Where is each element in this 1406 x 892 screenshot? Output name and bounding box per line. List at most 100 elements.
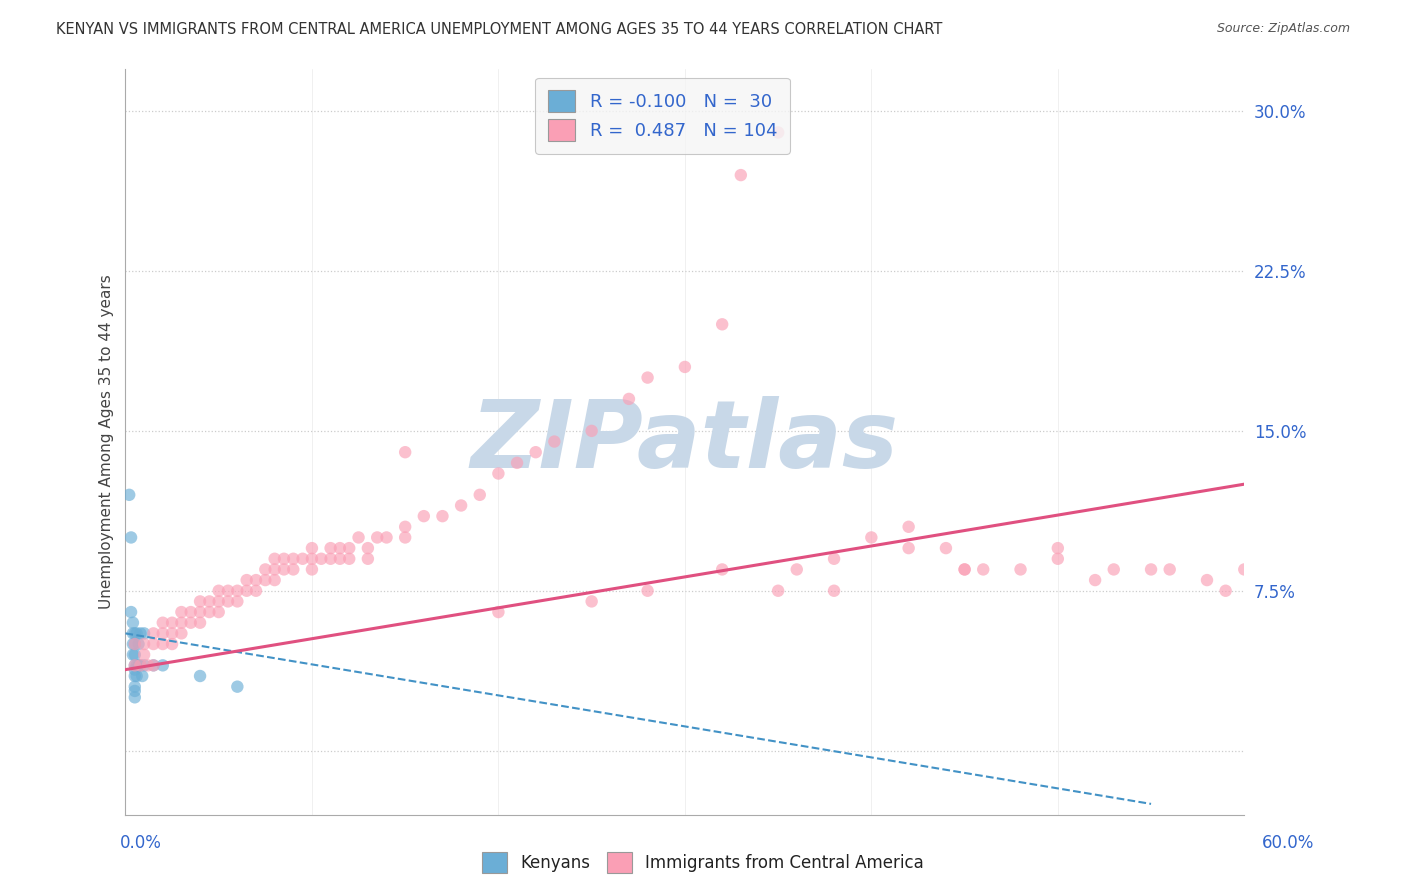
Text: 0.0%: 0.0% xyxy=(120,834,162,852)
Point xyxy=(486,467,509,481)
Point xyxy=(486,605,509,619)
Point xyxy=(301,551,323,566)
Point xyxy=(188,669,211,683)
Point xyxy=(357,541,380,555)
Point xyxy=(152,626,174,640)
Point xyxy=(766,126,789,140)
Point xyxy=(124,669,146,683)
Point xyxy=(581,594,603,608)
Point xyxy=(1010,562,1032,576)
Point xyxy=(226,583,249,598)
Point xyxy=(263,573,285,587)
Point xyxy=(283,551,305,566)
Point xyxy=(134,626,156,640)
Point xyxy=(124,680,146,694)
Point xyxy=(142,626,165,640)
Point xyxy=(142,658,165,673)
Point xyxy=(152,637,174,651)
Point xyxy=(394,520,416,534)
Point xyxy=(124,690,146,705)
Point xyxy=(134,648,156,662)
Text: Source: ZipAtlas.com: Source: ZipAtlas.com xyxy=(1216,22,1350,36)
Point xyxy=(357,551,380,566)
Point xyxy=(273,551,295,566)
Point xyxy=(273,562,295,576)
Point xyxy=(125,658,148,673)
Point xyxy=(170,615,193,630)
Point xyxy=(124,663,146,677)
Point xyxy=(124,626,146,640)
Point xyxy=(142,637,165,651)
Point xyxy=(120,531,142,545)
Legend: R = -0.100   N =  30, R =  0.487   N = 104: R = -0.100 N = 30, R = 0.487 N = 104 xyxy=(536,78,790,154)
Point xyxy=(935,541,957,555)
Point xyxy=(711,562,734,576)
Point xyxy=(301,541,323,555)
Point xyxy=(432,509,454,524)
Point xyxy=(1140,562,1163,576)
Point xyxy=(180,615,202,630)
Point xyxy=(1102,562,1125,576)
Point xyxy=(766,583,789,598)
Point xyxy=(131,669,153,683)
Point xyxy=(124,658,146,673)
Point xyxy=(245,573,267,587)
Point xyxy=(226,680,249,694)
Point xyxy=(198,594,221,608)
Point xyxy=(860,531,883,545)
Point xyxy=(208,605,231,619)
Point xyxy=(198,605,221,619)
Point xyxy=(122,615,145,630)
Point xyxy=(506,456,529,470)
Point xyxy=(291,551,314,566)
Point xyxy=(254,573,277,587)
Point xyxy=(122,648,145,662)
Point xyxy=(254,562,277,576)
Point xyxy=(366,531,388,545)
Point xyxy=(124,684,146,698)
Point xyxy=(180,605,202,619)
Point xyxy=(136,658,159,673)
Point xyxy=(1195,573,1218,587)
Point xyxy=(524,445,547,459)
Point xyxy=(1046,551,1069,566)
Y-axis label: Unemployment Among Ages 35 to 44 years: Unemployment Among Ages 35 to 44 years xyxy=(100,274,114,609)
Point xyxy=(245,583,267,598)
Point xyxy=(823,583,845,598)
Point xyxy=(412,509,434,524)
Point xyxy=(208,583,231,598)
Point xyxy=(319,551,342,566)
Point xyxy=(124,658,146,673)
Point xyxy=(823,551,845,566)
Text: 60.0%: 60.0% xyxy=(1263,834,1315,852)
Point xyxy=(637,370,659,384)
Point xyxy=(134,658,156,673)
Point xyxy=(897,520,920,534)
Point xyxy=(375,531,398,545)
Point xyxy=(337,551,360,566)
Point xyxy=(468,488,491,502)
Point xyxy=(120,605,142,619)
Point xyxy=(637,583,659,598)
Point xyxy=(152,615,174,630)
Point xyxy=(160,626,183,640)
Point xyxy=(235,573,257,587)
Point xyxy=(450,499,472,513)
Point xyxy=(125,626,148,640)
Point xyxy=(217,583,239,598)
Legend: Kenyans, Immigrants from Central America: Kenyans, Immigrants from Central America xyxy=(475,846,931,880)
Point xyxy=(953,562,976,576)
Point xyxy=(188,605,211,619)
Point xyxy=(129,658,152,673)
Point xyxy=(1046,541,1069,555)
Point xyxy=(711,318,734,332)
Point xyxy=(283,562,305,576)
Point xyxy=(1215,583,1237,598)
Point xyxy=(309,551,332,566)
Point xyxy=(125,669,148,683)
Point xyxy=(1159,562,1181,576)
Point xyxy=(337,541,360,555)
Point xyxy=(152,658,174,673)
Point xyxy=(208,594,231,608)
Point xyxy=(581,424,603,438)
